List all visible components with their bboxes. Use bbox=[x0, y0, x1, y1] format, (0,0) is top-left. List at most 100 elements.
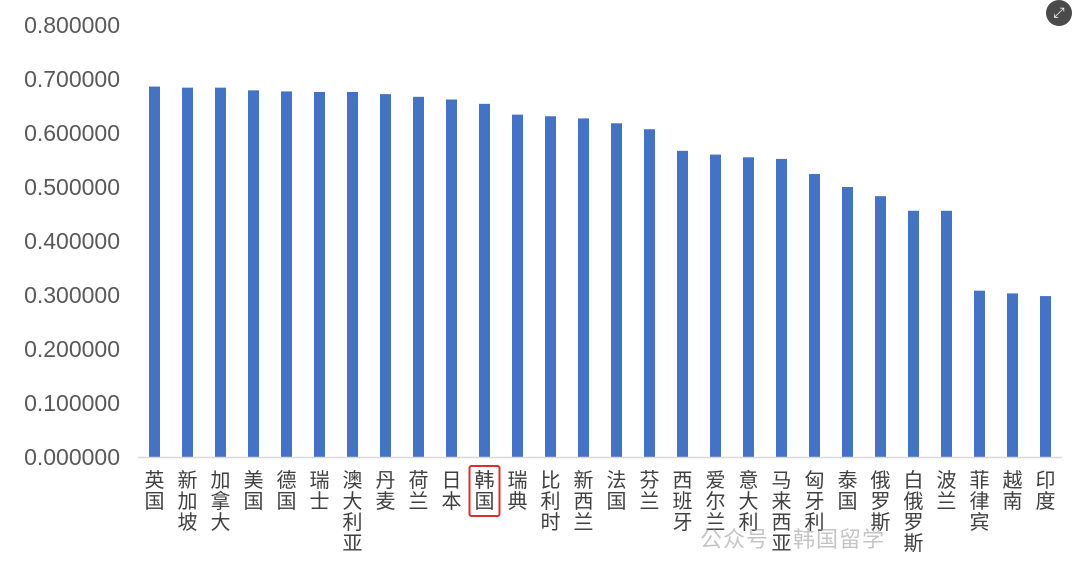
x-tick-text: 澳大利亚 bbox=[343, 468, 363, 555]
y-tick-label: 0.800000 bbox=[24, 12, 120, 38]
x-tick-label: 新加坡 bbox=[178, 468, 198, 534]
y-tick-label: 0.100000 bbox=[24, 390, 120, 416]
x-tick-label: 比利时 bbox=[541, 468, 561, 534]
x-tick-label: 白俄罗斯 bbox=[904, 468, 924, 555]
x-tick-label: 芬兰 bbox=[640, 468, 660, 513]
x-tick-text: 芬兰 bbox=[640, 468, 660, 513]
x-tick-text: 新加坡 bbox=[178, 468, 198, 534]
bars bbox=[149, 86, 1051, 458]
bar bbox=[842, 187, 853, 457]
bar bbox=[446, 99, 457, 458]
x-tick-label: 瑞士 bbox=[310, 468, 330, 513]
bar bbox=[512, 114, 523, 457]
y-tick-label: 0.300000 bbox=[24, 282, 120, 308]
x-tick-label: 美国 bbox=[244, 468, 264, 513]
y-tick-label: 0.500000 bbox=[24, 174, 120, 200]
bar bbox=[611, 123, 622, 457]
x-tick-text: 马来西亚 bbox=[772, 468, 792, 555]
x-tick-label: 法国 bbox=[607, 468, 627, 513]
y-tick-label: 0.600000 bbox=[24, 120, 120, 146]
x-tick-label: 泰国 bbox=[838, 468, 858, 513]
x-tick-label: 荷兰 bbox=[409, 468, 429, 513]
x-tick-label: 德国 bbox=[277, 468, 297, 513]
x-tick-label: 西班牙 bbox=[673, 468, 693, 534]
x-tick-label: 印度 bbox=[1036, 468, 1056, 513]
x-tick-text: 越南 bbox=[1003, 468, 1023, 513]
x-tick-text: 美国 bbox=[244, 468, 264, 513]
bar bbox=[644, 129, 655, 457]
watermark: 公众号 · 韩国留学 bbox=[700, 528, 885, 553]
bar bbox=[248, 90, 259, 457]
bar bbox=[1007, 293, 1018, 457]
bar bbox=[215, 87, 226, 457]
bar bbox=[281, 91, 292, 458]
x-tick-text: 波兰 bbox=[937, 468, 957, 513]
x-tick-label: 越南 bbox=[1003, 468, 1023, 513]
x-tick-text: 瑞典 bbox=[508, 468, 528, 513]
y-tick-label: 0.000000 bbox=[24, 444, 120, 470]
x-tick-text: 泰国 bbox=[838, 468, 858, 513]
bar bbox=[578, 118, 589, 458]
x-tick-text: 西班牙 bbox=[673, 468, 693, 534]
bar bbox=[710, 154, 721, 457]
bar bbox=[380, 94, 391, 458]
x-axis: 英国新加坡加拿大美国德国瑞士澳大利亚丹麦荷兰日本韩国瑞典比利时新西兰法国芬兰西班… bbox=[145, 465, 1056, 555]
x-tick-label: 意大利 bbox=[739, 468, 759, 534]
x-tick-text: 白俄罗斯 bbox=[904, 468, 924, 555]
y-tick-label: 0.400000 bbox=[24, 228, 120, 254]
bar bbox=[809, 174, 820, 458]
x-tick-label: 英国 bbox=[145, 468, 165, 513]
x-tick-label: 日本 bbox=[442, 468, 462, 513]
x-tick-text: 英国 bbox=[145, 468, 165, 513]
bar bbox=[677, 150, 688, 457]
x-tick-label: 新西兰 bbox=[574, 468, 594, 534]
x-tick-text: 丹麦 bbox=[376, 468, 396, 513]
bar bbox=[941, 210, 952, 457]
bar bbox=[149, 86, 160, 457]
y-axis: 0.000000 0.100000 0.200000 0.300000 0.400000… bbox=[24, 12, 120, 470]
bar bbox=[875, 196, 886, 457]
bar bbox=[182, 87, 193, 457]
x-tick-text: 韩国 bbox=[475, 468, 495, 513]
x-tick-text: 匈牙利 bbox=[805, 468, 825, 534]
x-tick-text: 瑞士 bbox=[310, 468, 330, 513]
x-tick-label: 菲律宾 bbox=[970, 468, 990, 534]
x-tick-label: 匈牙利 bbox=[805, 468, 825, 534]
bar bbox=[776, 158, 787, 458]
x-tick-text: 法国 bbox=[607, 468, 627, 513]
x-tick-text: 荷兰 bbox=[409, 468, 429, 513]
bar bbox=[479, 103, 490, 457]
x-tick-label: 俄罗斯 bbox=[871, 468, 891, 534]
bar bbox=[347, 91, 358, 458]
x-tick-text: 意大利 bbox=[739, 468, 759, 534]
x-tick-label: 加拿大 bbox=[211, 468, 231, 534]
bar bbox=[743, 157, 754, 458]
x-tick-text: 印度 bbox=[1036, 468, 1056, 513]
bar bbox=[908, 210, 919, 457]
x-tick-text: 德国 bbox=[277, 468, 297, 513]
expand-icon[interactable]: ⤢ bbox=[1046, 0, 1072, 26]
x-tick-text: 日本 bbox=[442, 468, 462, 513]
bar bbox=[545, 116, 556, 457]
bar bbox=[413, 96, 424, 457]
bar bbox=[314, 91, 325, 458]
x-tick-text: 菲律宾 bbox=[970, 468, 990, 534]
x-tick-text: 俄罗斯 bbox=[871, 468, 891, 534]
x-tick-text: 新西兰 bbox=[574, 468, 594, 534]
bar bbox=[974, 290, 985, 457]
x-tick-text: 比利时 bbox=[541, 468, 561, 534]
bar bbox=[1040, 296, 1051, 457]
x-tick-label: 丹麦 bbox=[376, 468, 396, 513]
x-tick-label: 波兰 bbox=[937, 468, 957, 513]
x-tick-label: 澳大利亚 bbox=[343, 468, 363, 555]
x-tick-text: 加拿大 bbox=[211, 468, 231, 534]
x-tick-label: 瑞典 bbox=[508, 468, 528, 513]
x-tick-label: 爱尔兰 bbox=[706, 468, 726, 534]
x-tick-label: 韩国 bbox=[468, 465, 501, 517]
highlight-box bbox=[468, 465, 501, 517]
y-tick-label: 0.200000 bbox=[24, 336, 120, 362]
y-tick-label: 0.700000 bbox=[24, 66, 120, 92]
x-tick-text: 爱尔兰 bbox=[706, 468, 726, 534]
x-tick-label: 马来西亚 bbox=[772, 468, 792, 555]
